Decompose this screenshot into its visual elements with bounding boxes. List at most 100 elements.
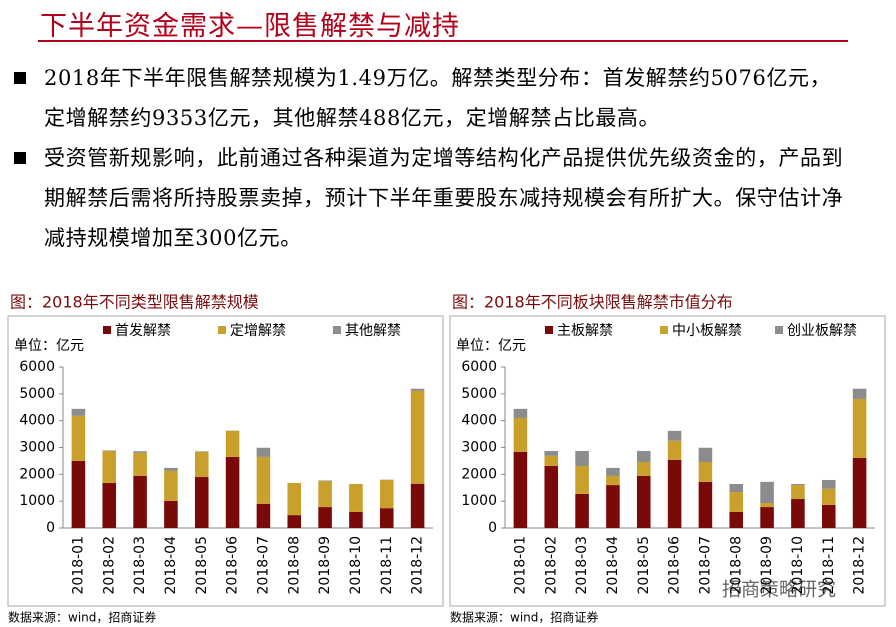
legend-label: 主板解禁: [557, 323, 613, 339]
y-tick-label: 5000: [19, 386, 55, 402]
y-tick-label: 4000: [461, 413, 497, 429]
bar-segment: [164, 467, 178, 471]
bar-segment: [194, 451, 209, 452]
y-tick-label: 1000: [19, 493, 55, 509]
x-tick-label: 2018-11: [821, 536, 837, 595]
bar-segment: [71, 408, 86, 416]
bar-segment: [513, 451, 528, 528]
x-tick-label: 2018-09: [759, 536, 775, 595]
bar-segment: [318, 507, 332, 528]
bar-segment: [194, 477, 209, 528]
bar-segment: [164, 470, 178, 501]
bar-segment: [379, 508, 394, 528]
bar-segment: [729, 483, 744, 493]
x-tick-label: 2018-04: [605, 536, 621, 595]
bar-segment: [698, 447, 713, 462]
bar-segment: [791, 499, 805, 528]
source: 数据来源：wind，招商证券: [8, 610, 156, 625]
bar-segment: [133, 475, 147, 528]
bar-segment: [729, 511, 744, 528]
bar-segment: [575, 466, 589, 494]
bar-segment: [698, 461, 713, 482]
chart-title: 图：2018年不同板块限售解禁市值分布: [452, 293, 733, 312]
chart-title: 图：2018年不同类型限售解禁规模: [10, 293, 259, 312]
bar-segment: [194, 451, 209, 478]
bar-segment: [667, 440, 682, 460]
bar-segment: [852, 398, 867, 458]
bar-segment: [349, 511, 363, 528]
x-tick-label: 2018-04: [163, 536, 179, 595]
y-tick-label: 6000: [19, 359, 55, 375]
x-tick-label: 2018-05: [194, 536, 210, 595]
x-tick-label: 2018-09: [317, 536, 333, 595]
bullet: 受资管新规影响，此前通过各种渠道为定增等结构化产品提供优先级资金的，产品到期解禁…: [12, 138, 852, 258]
bar-segment: [513, 408, 528, 418]
bar-segment: [821, 488, 836, 505]
bar-segment: [225, 430, 240, 457]
bar-segment: [225, 456, 240, 528]
bar-segment: [318, 480, 332, 482]
bar-segment: [410, 390, 425, 484]
x-tick-label: 2018-08: [728, 536, 744, 595]
y-tick-label: 1000: [461, 493, 497, 509]
bar-segment: [256, 447, 271, 457]
x-tick-label: 2018-01: [512, 536, 528, 595]
legend-swatch: [775, 326, 783, 334]
bar-segment: [318, 481, 332, 508]
bar-segment: [287, 482, 302, 516]
y-tick-label: 0: [46, 520, 55, 536]
chart-frame: [7, 315, 444, 607]
y-tick-label: 3000: [19, 440, 55, 456]
bar-segment: [102, 482, 117, 528]
bar-segment: [575, 493, 589, 528]
x-tick-label: 2018-07: [697, 536, 713, 595]
bar-segment: [71, 415, 86, 461]
x-tick-label: 2018-10: [790, 536, 806, 595]
bar-segment: [513, 417, 528, 452]
bar-segment: [760, 503, 774, 508]
bar-segment: [256, 503, 271, 528]
x-tick-label: 2018-12: [410, 536, 426, 595]
x-tick-label: 2018-11: [379, 536, 395, 595]
watermark: 招商策略研究: [722, 579, 836, 601]
bar-segment: [287, 515, 302, 528]
bullet: 2018年下半年限售解禁规模为1.49万亿。解禁类型分布：首发解禁约5076亿元…: [12, 58, 852, 138]
bar-segment: [379, 479, 394, 509]
bar-segment: [760, 481, 774, 504]
bar-segment: [133, 451, 147, 453]
legend-swatch: [660, 326, 668, 334]
x-tick-label: 2018-06: [667, 536, 683, 595]
bar-segment: [544, 455, 559, 467]
legend-swatch: [103, 326, 111, 334]
title-rule: [38, 40, 848, 42]
y-tick-label: 5000: [461, 386, 497, 402]
y-tick-label: 2000: [19, 466, 55, 482]
x-tick-label: 2018-10: [348, 536, 364, 595]
y-tick-label: 2000: [461, 466, 497, 482]
bar-segment: [729, 492, 744, 512]
x-tick-label: 2018-01: [70, 536, 86, 595]
bar-segment: [544, 466, 559, 528]
bar-segment: [102, 450, 117, 451]
y-tick-label: 0: [488, 520, 497, 536]
bar-segment: [256, 456, 271, 504]
bar-segment: [133, 452, 147, 476]
bar-segment: [698, 481, 713, 528]
source: 数据来源：wind，招商证券: [450, 610, 598, 625]
x-tick-label: 2018-05: [636, 536, 652, 595]
x-tick-label: 2018-03: [574, 536, 590, 595]
bar-segment: [667, 430, 682, 441]
bar-segment: [852, 388, 867, 399]
legend-swatch: [218, 326, 226, 334]
x-tick-label: 2018-07: [255, 536, 271, 595]
bar-segment: [760, 507, 774, 528]
unit-label: 单位：亿元: [456, 338, 526, 354]
bar-segment: [164, 500, 178, 528]
bar-segment: [410, 483, 425, 528]
bar-segment: [791, 483, 805, 486]
unit-label: 单位：亿元: [14, 338, 84, 354]
legend-swatch: [333, 326, 341, 334]
bullet-text: 受资管新规影响，此前通过各种渠道为定增等结构化产品提供优先级资金的，产品到期解禁…: [44, 146, 844, 250]
